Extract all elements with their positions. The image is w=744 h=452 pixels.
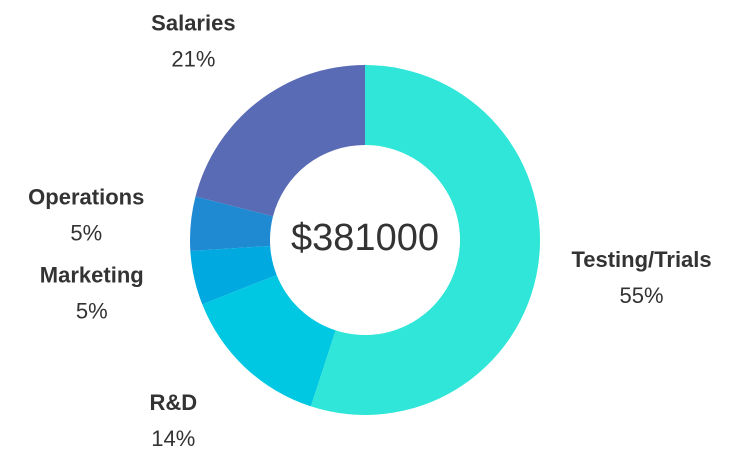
slice-value-label: 55% — [620, 283, 664, 308]
slice-value-label: 5% — [76, 298, 108, 323]
donut-slice — [202, 274, 336, 407]
center-label: $381000 — [291, 217, 439, 259]
donut-slice — [190, 245, 277, 305]
slice-name: Operations — [28, 184, 144, 209]
slice-name: Marketing — [40, 262, 144, 287]
donut-slice — [195, 65, 365, 217]
slice-name: Salaries — [151, 10, 235, 35]
slice-value-label: 21% — [171, 46, 215, 71]
donut-slice — [190, 196, 273, 251]
slice-name: R&D — [149, 390, 197, 415]
donut-slice — [310, 65, 541, 416]
slice-name: Testing/Trials — [571, 247, 711, 272]
slice-value-label: 14% — [151, 426, 195, 451]
slice-value-label: 5% — [70, 220, 102, 245]
